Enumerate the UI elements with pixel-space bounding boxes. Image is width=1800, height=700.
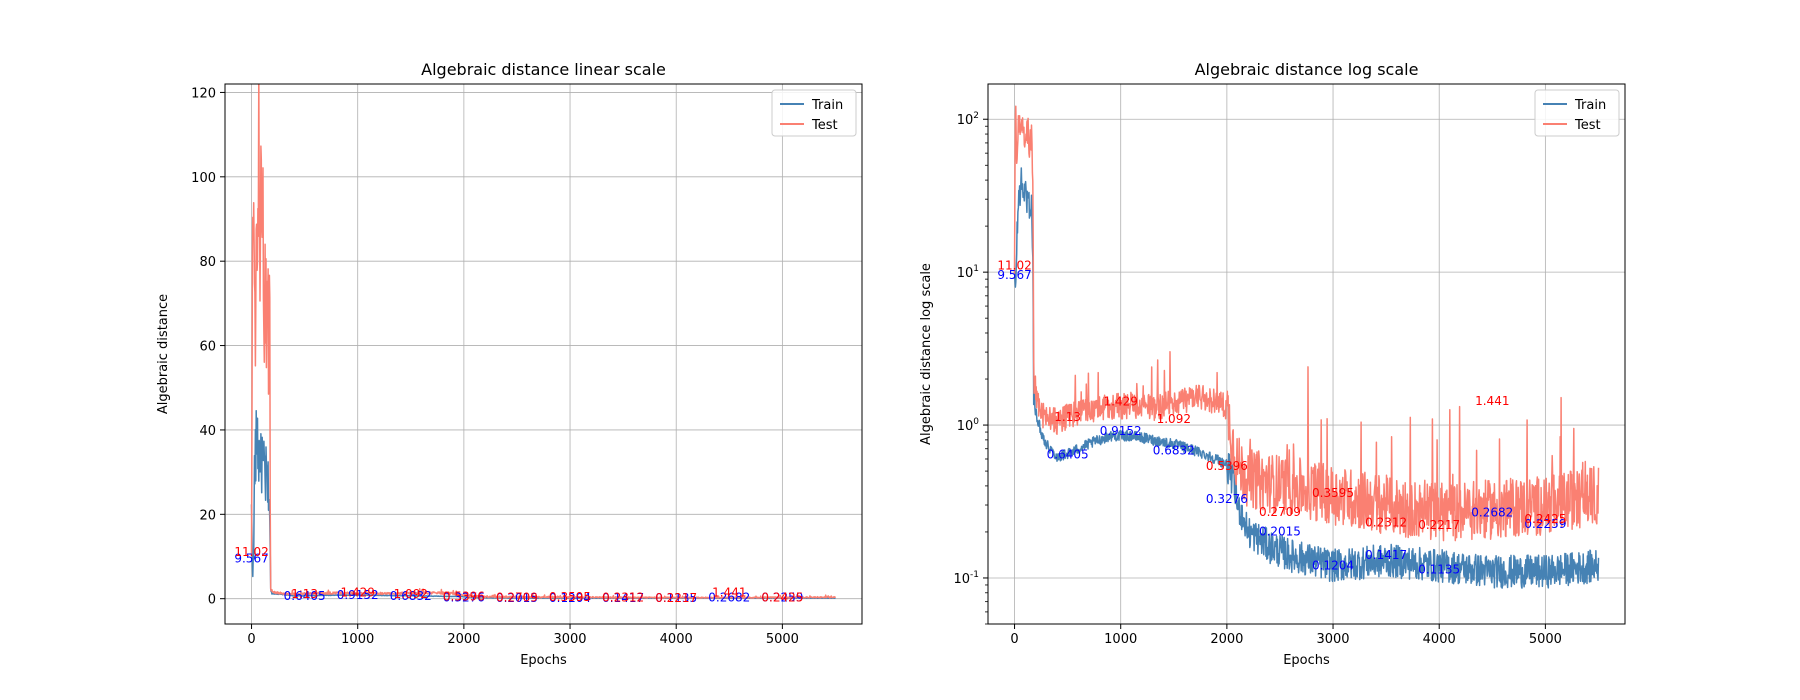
data-label-train: 0.6405 bbox=[1047, 448, 1089, 462]
y-axis-label: Algebraic distance bbox=[156, 294, 171, 414]
legend-label-test: Test bbox=[811, 118, 838, 133]
x-tick-label: 1000 bbox=[1104, 632, 1137, 647]
legend-label-train: Train bbox=[811, 98, 843, 113]
y-tick-label: 80 bbox=[199, 255, 216, 270]
data-label-test: 0.2312 bbox=[602, 591, 644, 605]
data-label-train: 0.1417 bbox=[602, 591, 644, 605]
data-label-train: 9.567 bbox=[234, 551, 268, 565]
data-label-train: 0.2682 bbox=[1471, 505, 1513, 519]
legend-label-train: Train bbox=[1574, 98, 1606, 113]
data-label-test: 1.13 bbox=[1054, 410, 1081, 424]
data-label-test: 0.3595 bbox=[1312, 486, 1354, 500]
x-tick-label: 0 bbox=[1010, 632, 1018, 647]
data-label-test: 11.02 bbox=[997, 259, 1031, 273]
data-label-test: 0.2425 bbox=[1524, 512, 1566, 526]
data-label-train: 0.1417 bbox=[1365, 548, 1407, 562]
x-tick-label: 5000 bbox=[1529, 632, 1562, 647]
data-label-train: 0.1204 bbox=[1312, 559, 1354, 573]
x-axis-label: Epochs bbox=[1283, 653, 1330, 668]
data-label-test: 1.441 bbox=[1475, 394, 1509, 408]
x-tick-label: 0 bbox=[247, 632, 255, 647]
x-tick-label: 4000 bbox=[660, 632, 693, 647]
y-tick-label: 120 bbox=[191, 86, 216, 101]
series-line-test bbox=[250, 84, 837, 599]
data-label-test: 1.429 bbox=[1104, 394, 1138, 408]
data-label-train: 0.2015 bbox=[1259, 524, 1301, 538]
data-label-test: 1.13 bbox=[291, 587, 318, 601]
data-label-test: 0.2709 bbox=[1259, 505, 1301, 519]
y-tick-label: 101 bbox=[957, 264, 979, 281]
y-tick-label: 20 bbox=[199, 508, 216, 523]
series-line-test bbox=[1013, 105, 1600, 542]
data-label-train: 0.1135 bbox=[1418, 563, 1460, 577]
data-label-train: 0.6832 bbox=[390, 589, 432, 603]
data-label-test: 0.3595 bbox=[549, 590, 591, 604]
y-axis-label: Algebraic distance log scale bbox=[919, 263, 934, 445]
data-label-train: 0.6405 bbox=[284, 589, 326, 603]
x-tick-label: 3000 bbox=[1316, 632, 1349, 647]
y-tick-label: 102 bbox=[957, 111, 979, 128]
data-label-test: 0.2425 bbox=[761, 591, 803, 605]
data-label-test: 1.092 bbox=[394, 587, 428, 601]
data-label-test: 0.5396 bbox=[443, 589, 485, 603]
data-label-test: 0.5396 bbox=[1206, 459, 1248, 473]
y-tick-label: 0 bbox=[208, 593, 216, 608]
data-label-test: 1.092 bbox=[1157, 412, 1191, 426]
data-label-test: 11.02 bbox=[234, 545, 268, 559]
legend: Train Test bbox=[1534, 89, 1620, 137]
legend-label-test: Test bbox=[1574, 118, 1601, 133]
y-tick-label: 100 bbox=[957, 417, 980, 434]
x-tick-label: 1000 bbox=[341, 632, 374, 647]
x-tick-label: 2000 bbox=[1210, 632, 1243, 647]
data-label-train: 0.1204 bbox=[549, 591, 591, 605]
data-label-test: 0.2217 bbox=[655, 591, 697, 605]
data-label-test: 0.2709 bbox=[496, 591, 538, 605]
data-label-train: 0.2259 bbox=[761, 591, 803, 605]
data-label-train: 0.9152 bbox=[1100, 424, 1142, 438]
y-tick-label: 40 bbox=[199, 424, 216, 439]
legend: Train Test bbox=[771, 89, 857, 137]
x-tick-label: 3000 bbox=[553, 632, 586, 647]
data-label-train: 0.1135 bbox=[655, 591, 697, 605]
data-label-train: 9.567 bbox=[997, 268, 1031, 282]
data-label-train: 0.2682 bbox=[708, 591, 750, 605]
data-label-test: 1.429 bbox=[341, 586, 375, 600]
x-tick-label: 5000 bbox=[766, 632, 799, 647]
axes-frame bbox=[987, 83, 1626, 625]
y-tick-label: 60 bbox=[199, 340, 216, 355]
axes-frame bbox=[224, 83, 863, 625]
y-tick-label: 10-1 bbox=[953, 570, 979, 587]
y-tick-label: 100 bbox=[191, 171, 216, 186]
series-line-train bbox=[1013, 167, 1600, 589]
data-label-train: 0.9152 bbox=[337, 588, 379, 602]
x-axis-label: Epochs bbox=[520, 653, 567, 668]
data-label-train: 0.6832 bbox=[1153, 443, 1195, 457]
chart-title: Algebraic distance log scale bbox=[1195, 60, 1419, 79]
data-label-test: 1.441 bbox=[712, 586, 746, 600]
data-label-test: 0.2217 bbox=[1418, 518, 1460, 532]
plot-area bbox=[1013, 105, 1600, 589]
data-label-train: 0.3276 bbox=[443, 590, 485, 604]
x-tick-label: 4000 bbox=[1423, 632, 1456, 647]
x-tick-label: 2000 bbox=[447, 632, 480, 647]
data-label-train: 0.2259 bbox=[1524, 517, 1566, 531]
chart-title: Algebraic distance linear scale bbox=[421, 60, 666, 79]
plot-area bbox=[250, 84, 837, 600]
data-label-train: 0.3276 bbox=[1206, 492, 1248, 506]
data-label-test: 0.2312 bbox=[1365, 515, 1407, 529]
data-label-train: 0.2015 bbox=[496, 591, 538, 605]
